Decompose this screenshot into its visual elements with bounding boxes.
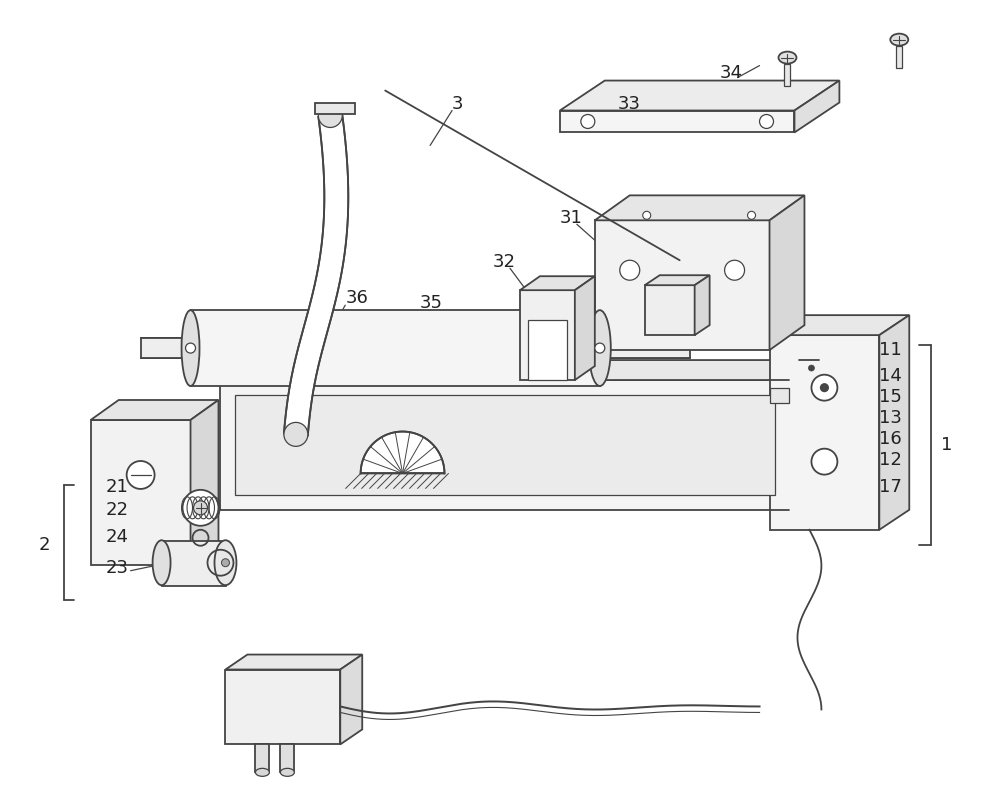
Ellipse shape [215, 540, 236, 585]
Text: 1: 1 [942, 436, 953, 454]
Bar [225, 669, 340, 744]
Ellipse shape [256, 768, 270, 776]
Text: 34: 34 [719, 64, 743, 81]
Polygon shape [340, 654, 362, 744]
Text: 12: 12 [880, 451, 902, 469]
Text: 13: 13 [880, 409, 902, 427]
Bar [191, 310, 600, 386]
Polygon shape [284, 114, 348, 435]
Ellipse shape [183, 490, 218, 526]
Text: 21: 21 [105, 478, 129, 496]
Text: 24: 24 [105, 528, 129, 546]
Text: 11: 11 [880, 341, 902, 359]
Bar [784, 64, 790, 85]
Bar [256, 744, 270, 772]
Ellipse shape [318, 103, 342, 127]
Text: 31: 31 [560, 209, 583, 228]
Polygon shape [191, 400, 218, 564]
Bar [769, 335, 880, 530]
Ellipse shape [812, 449, 837, 474]
Ellipse shape [891, 33, 908, 45]
Text: 14: 14 [880, 367, 902, 385]
Text: 36: 36 [345, 289, 368, 307]
Bar [645, 285, 695, 335]
Bar [769, 388, 789, 403]
Polygon shape [695, 275, 709, 335]
Polygon shape [789, 360, 820, 509]
Polygon shape [225, 654, 362, 669]
Polygon shape [560, 80, 839, 111]
Bar [520, 291, 575, 380]
Text: 15: 15 [880, 388, 902, 406]
Ellipse shape [588, 310, 611, 386]
Text: 17: 17 [880, 478, 902, 496]
Bar [594, 220, 769, 350]
Bar [560, 111, 794, 132]
Text: 22: 22 [105, 501, 129, 519]
Ellipse shape [821, 384, 829, 392]
Ellipse shape [809, 365, 815, 371]
Bar [600, 338, 690, 358]
Text: 33: 33 [618, 95, 641, 112]
Ellipse shape [127, 461, 154, 489]
Text: 23: 23 [105, 559, 129, 577]
Bar [91, 420, 191, 564]
Polygon shape [769, 315, 909, 335]
Ellipse shape [620, 260, 640, 280]
Ellipse shape [581, 115, 594, 128]
Bar [220, 380, 789, 509]
Ellipse shape [724, 260, 745, 280]
Polygon shape [520, 276, 594, 291]
Ellipse shape [643, 211, 650, 220]
Bar [280, 744, 294, 772]
Ellipse shape [186, 343, 196, 353]
Ellipse shape [812, 375, 837, 400]
Bar [141, 338, 191, 358]
Ellipse shape [594, 343, 605, 353]
Ellipse shape [181, 310, 200, 386]
Polygon shape [594, 195, 805, 220]
Polygon shape [220, 360, 820, 380]
Bar [315, 103, 355, 115]
Polygon shape [360, 431, 445, 474]
Ellipse shape [153, 540, 170, 585]
Ellipse shape [280, 768, 294, 776]
Text: 3: 3 [452, 95, 463, 112]
Ellipse shape [194, 501, 208, 515]
Text: 2: 2 [38, 536, 50, 554]
Ellipse shape [760, 115, 773, 128]
Ellipse shape [284, 423, 308, 447]
Bar [235, 395, 774, 495]
Text: 16: 16 [880, 430, 902, 448]
Bar [528, 320, 567, 380]
Polygon shape [575, 276, 594, 380]
Text: 32: 32 [493, 253, 516, 271]
Ellipse shape [221, 559, 229, 567]
Text: 35: 35 [420, 295, 443, 312]
Ellipse shape [748, 211, 756, 220]
Ellipse shape [778, 52, 796, 64]
Polygon shape [794, 80, 839, 132]
Bar [896, 45, 902, 68]
Bar [161, 540, 226, 586]
Polygon shape [91, 400, 218, 420]
Polygon shape [645, 275, 709, 285]
Polygon shape [880, 315, 909, 530]
Polygon shape [769, 195, 805, 350]
